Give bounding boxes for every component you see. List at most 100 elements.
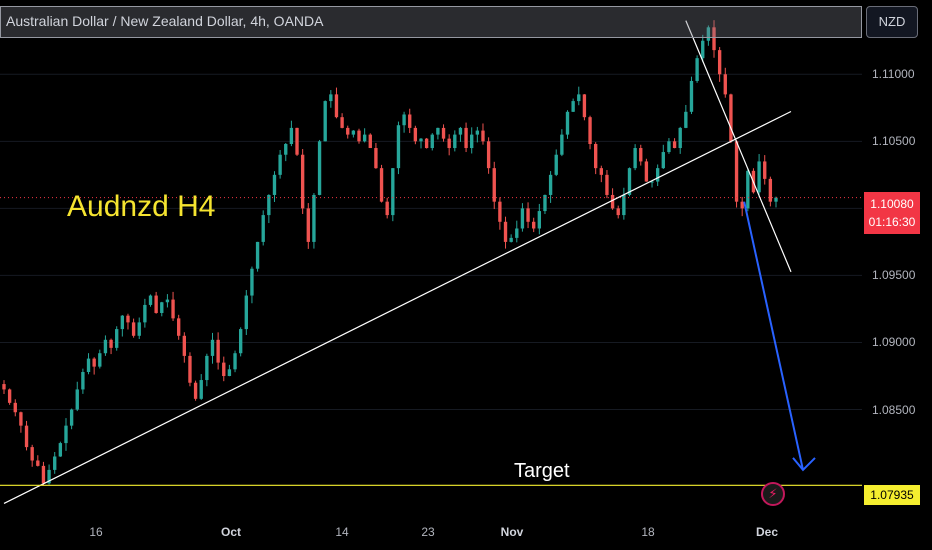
candle-body	[306, 208, 310, 242]
chart-annotation-label: Audnzd H4	[67, 190, 216, 223]
candle-body	[543, 194, 547, 212]
candle-body	[244, 295, 248, 330]
candle-body	[650, 181, 654, 183]
candle-body	[498, 201, 502, 222]
candle-body	[75, 389, 79, 410]
time-tick-label: Nov	[500, 525, 524, 539]
candle-body	[678, 127, 682, 149]
candle-body	[734, 141, 739, 202]
candle-body	[289, 127, 294, 144]
candle-body	[171, 299, 175, 319]
candle-body	[154, 295, 158, 313]
candle-body	[86, 358, 91, 372]
candle-body	[317, 141, 322, 195]
candle-body	[644, 161, 649, 182]
candle-body	[667, 141, 671, 153]
candle-body	[13, 402, 17, 413]
candle-body	[64, 425, 68, 444]
candle-body	[413, 127, 418, 142]
candle-body	[594, 144, 598, 169]
candle-body	[627, 168, 632, 195]
candle-body	[633, 148, 637, 169]
candle-body	[329, 94, 333, 102]
candle-body	[723, 74, 727, 95]
candle-body	[69, 409, 74, 426]
candle-body	[30, 447, 34, 461]
candle-body	[464, 127, 468, 149]
candle-body	[481, 130, 485, 142]
candle-body	[193, 382, 198, 399]
candle-body	[385, 201, 389, 216]
candle-body	[199, 380, 203, 399]
symbol-header-bar	[0, 6, 862, 38]
candle-body	[746, 170, 750, 209]
candle-body	[605, 174, 609, 195]
candle-body	[362, 134, 367, 142]
candle-body	[233, 353, 237, 370]
candle-body	[757, 161, 761, 193]
candle-body	[250, 268, 254, 296]
candle-body	[430, 134, 434, 149]
candle-body	[672, 141, 677, 149]
price-tick-label: 1.11000	[872, 67, 915, 82]
candle-body	[312, 194, 316, 242]
last-price-value: 1.10080	[870, 197, 914, 211]
candle-body	[295, 127, 299, 155]
candle-body	[509, 237, 513, 242]
candle-body	[774, 197, 778, 202]
candle-body	[103, 339, 108, 354]
candle-body	[188, 355, 192, 383]
candle-body	[2, 384, 6, 390]
candle-body	[639, 148, 643, 162]
candle-body	[684, 111, 688, 128]
candle-body	[131, 322, 136, 336]
candle-body	[272, 174, 277, 195]
candle-body	[109, 339, 113, 348]
annotations-layer	[0, 20, 862, 504]
candles-layer	[2, 20, 778, 486]
candle-body	[503, 221, 508, 242]
candle-body	[81, 372, 85, 390]
candle-body	[655, 168, 660, 182]
target-annotation-label: Target	[514, 460, 570, 482]
candle-body	[560, 134, 564, 155]
candle-body	[554, 154, 558, 175]
candle-body	[571, 101, 575, 112]
candle-body	[227, 369, 232, 377]
bar-countdown: 01:16:30	[868, 215, 916, 229]
candle-body	[278, 154, 282, 175]
candle-body	[261, 215, 265, 242]
candle-body	[177, 318, 181, 336]
candle-body	[424, 138, 429, 149]
candle-body	[470, 134, 474, 149]
candle-body	[419, 138, 423, 142]
symbol-title: Australian Dollar / New Zealand Dollar, …	[6, 13, 324, 29]
forecast-arrow[interactable]	[743, 201, 804, 471]
candle-body	[115, 329, 119, 348]
candle-body	[267, 194, 271, 216]
time-tick-label: 18	[641, 525, 655, 539]
candle-body	[486, 141, 491, 169]
candle-body	[712, 27, 716, 51]
candle-body	[238, 329, 243, 354]
candle-body	[126, 315, 130, 323]
candle-body	[689, 80, 694, 112]
candle-body	[160, 302, 164, 313]
time-tick-label: 23	[421, 525, 435, 539]
candle-body	[182, 335, 186, 356]
time-tick-label: Oct	[220, 525, 242, 539]
currency-badge[interactable]: NZD	[866, 6, 918, 38]
candle-body	[41, 465, 46, 484]
candle-body	[323, 101, 327, 142]
candle-body	[616, 208, 620, 216]
trendline[interactable]	[3, 110, 792, 504]
last-price-label: 1.10080 01:16:30	[864, 192, 920, 234]
trendline[interactable]	[685, 20, 792, 273]
candle-body	[475, 130, 480, 135]
candle-body	[695, 58, 699, 81]
candle-body	[520, 208, 525, 229]
candle-body	[565, 111, 570, 135]
candle-body	[357, 130, 361, 142]
lightning-icon[interactable]: ⚡	[761, 482, 785, 506]
